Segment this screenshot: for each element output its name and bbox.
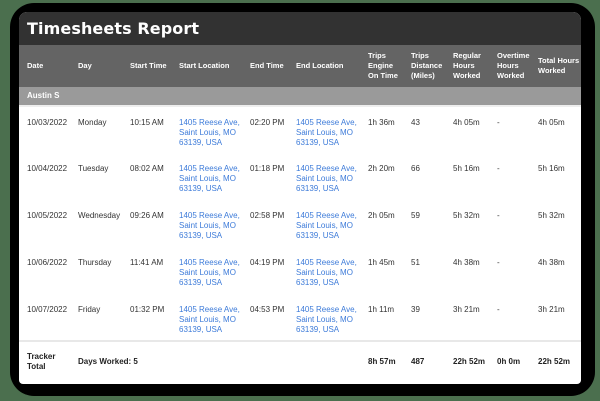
cell-engine-on: 1h 36m — [368, 118, 395, 127]
end-location-link[interactable]: 1405 Reese Ave, Saint Louis, MO 63139, U… — [296, 164, 357, 193]
cell-end-time: 04:53 PM — [250, 305, 285, 314]
report-title: Timesheets Report — [19, 12, 581, 45]
start-location-link[interactable]: 1405 Reese Ave, Saint Louis, MO 63139, U… — [179, 118, 240, 147]
total-distance: 487 — [403, 340, 445, 382]
total-hours: 22h 52m — [530, 340, 581, 382]
end-location-link[interactable]: 1405 Reese Ave, Saint Louis, MO 63139, U… — [296, 211, 357, 240]
cell-end-time: 02:58 PM — [250, 211, 285, 220]
cell-distance: 51 — [411, 258, 420, 267]
col-header-day: Day — [70, 45, 122, 87]
cell-day: Thursday — [78, 258, 112, 267]
cell-engine-on: 2h 20m — [368, 164, 395, 173]
cell-regular: 4h 38m — [453, 258, 480, 267]
col-header-start-time: Start Time — [122, 45, 171, 87]
col-header-end-location: End Location — [288, 45, 360, 87]
cell-distance: 59 — [411, 211, 420, 220]
cell-distance: 66 — [411, 164, 420, 173]
cell-total: 3h 21m — [538, 305, 565, 314]
cell-overtime: - — [497, 211, 500, 220]
start-location-link[interactable]: 1405 Reese Ave, Saint Louis, MO 63139, U… — [179, 211, 240, 240]
end-location-link[interactable]: 1405 Reese Ave, Saint Louis, MO 63139, U… — [296, 305, 357, 334]
cell-start-time: 09:26 AM — [130, 211, 164, 220]
cell-engine-on: 1h 11m — [368, 305, 395, 314]
start-location-link[interactable]: 1405 Reese Ave, Saint Louis, MO 63139, U… — [179, 258, 240, 287]
totals-row: Tracker Total Days Worked: 5 8h 57m 487 … — [19, 340, 581, 382]
cell-total: 5h 32m — [538, 211, 565, 220]
cell-date: 10/03/2022 — [27, 118, 68, 127]
cell-engine-on: 2h 05m — [368, 211, 395, 220]
cell-regular: 5h 32m — [453, 211, 480, 220]
cell-start-time: 01:32 PM — [130, 305, 165, 314]
cell-total: 4h 38m — [538, 258, 565, 267]
cell-regular: 5h 16m — [453, 164, 480, 173]
cell-start-time: 10:15 AM — [130, 118, 164, 127]
cell-end-time: 01:18 PM — [250, 164, 285, 173]
total-engine-on: 8h 57m — [360, 340, 403, 382]
cell-day: Wednesday — [78, 211, 121, 220]
total-regular: 22h 52m — [445, 340, 489, 382]
table-row: 10/04/2022 Tuesday 08:02 AM 1405 Reese A… — [19, 153, 581, 200]
cell-regular: 3h 21m — [453, 305, 480, 314]
report-panel: Timesheets Report Date Day Start Time St… — [19, 12, 581, 384]
col-header-date: Date — [19, 45, 70, 87]
col-header-distance: Trips Distance (Miles) — [403, 45, 445, 87]
end-location-link[interactable]: 1405 Reese Ave, Saint Louis, MO 63139, U… — [296, 118, 357, 147]
cell-overtime: - — [497, 305, 500, 314]
totals-label: Tracker Total — [19, 340, 70, 382]
col-header-overtime-hours: Overtime Hours Worked — [489, 45, 530, 87]
start-location-link[interactable]: 1405 Reese Ave, Saint Louis, MO 63139, U… — [179, 164, 240, 193]
days-worked: Days Worked: 5 — [70, 340, 360, 382]
table-row: 10/03/2022 Monday 10:15 AM 1405 Reese Av… — [19, 106, 581, 153]
table-row: 10/06/2022 Thursday 11:41 AM 1405 Reese … — [19, 247, 581, 294]
cell-overtime: - — [497, 164, 500, 173]
cell-engine-on: 1h 45m — [368, 258, 395, 267]
cell-date: 10/05/2022 — [27, 211, 68, 220]
total-overtime: 0h 0m — [489, 340, 530, 382]
end-location-link[interactable]: 1405 Reese Ave, Saint Louis, MO 63139, U… — [296, 258, 357, 287]
cell-distance: 43 — [411, 118, 420, 127]
cell-day: Monday — [78, 118, 107, 127]
cell-overtime: - — [497, 118, 500, 127]
col-header-regular-hours: Regular Hours Worked — [445, 45, 489, 87]
col-header-total-hours: Total Hours Worked — [530, 45, 581, 87]
start-location-link[interactable]: 1405 Reese Ave, Saint Louis, MO 63139, U… — [179, 305, 240, 334]
cell-start-time: 11:41 AM — [130, 258, 164, 267]
cell-end-time: 04:19 PM — [250, 258, 285, 267]
cell-day: Friday — [78, 305, 101, 314]
cell-total: 5h 16m — [538, 164, 565, 173]
cell-date: 10/07/2022 — [27, 305, 68, 314]
header-row: Date Day Start Time Start Location End T… — [19, 45, 581, 87]
col-header-end-time: End Time — [242, 45, 288, 87]
cell-total: 4h 05m — [538, 118, 565, 127]
cell-date: 10/04/2022 — [27, 164, 68, 173]
cell-end-time: 02:20 PM — [250, 118, 285, 127]
cell-start-time: 08:02 AM — [130, 164, 164, 173]
table-row: 10/05/2022 Wednesday 09:26 AM 1405 Reese… — [19, 200, 581, 247]
col-header-start-location: Start Location — [171, 45, 242, 87]
table-row: 10/07/2022 Friday 01:32 PM 1405 Reese Av… — [19, 294, 581, 341]
cell-overtime: - — [497, 258, 500, 267]
cell-date: 10/06/2022 — [27, 258, 68, 267]
col-header-engine-on-time: Trips Engine On Time — [360, 45, 403, 87]
group-row: Austin S — [19, 87, 581, 107]
cell-distance: 39 — [411, 305, 420, 314]
cell-day: Tuesday — [78, 164, 109, 173]
cell-regular: 4h 05m — [453, 118, 480, 127]
timesheet-table: Date Day Start Time Start Location End T… — [19, 45, 581, 382]
group-name: Austin S — [19, 87, 581, 107]
